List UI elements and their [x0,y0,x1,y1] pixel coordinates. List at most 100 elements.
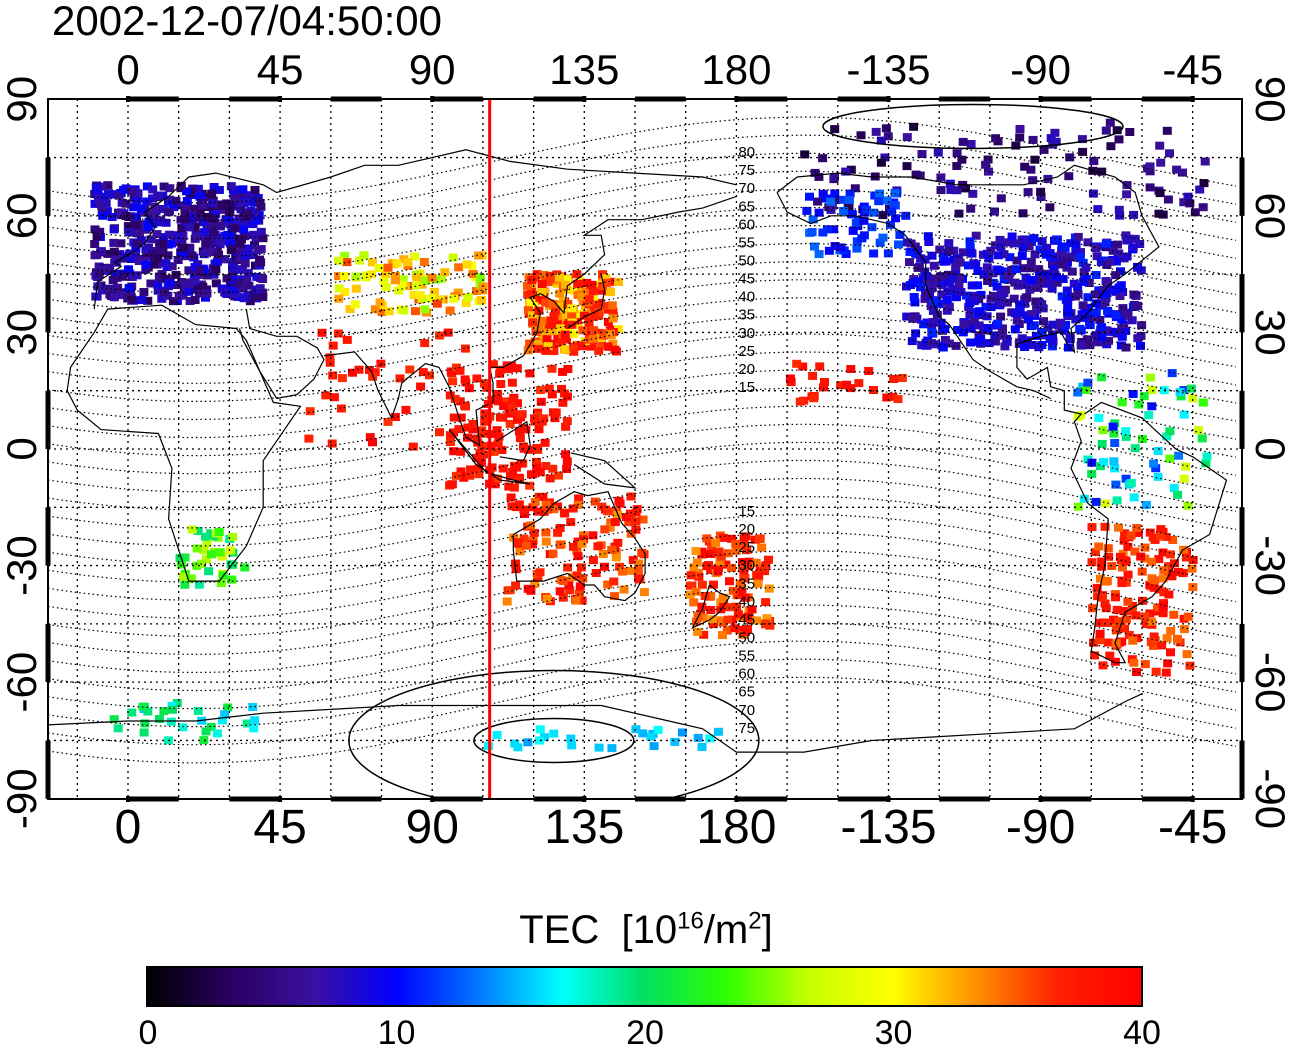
tec-cell [211,279,221,288]
tec-cell [446,367,456,376]
tec-cell [752,616,762,625]
tec-cell [560,280,570,289]
tec-cell [251,292,260,301]
tec-cell [1202,452,1212,461]
tec-cell [495,369,505,378]
tec-cell [1111,271,1121,280]
tec-cell [401,405,411,414]
tec-cell [1122,190,1132,199]
tec-cell [1025,264,1035,273]
tec-cell [188,184,198,193]
tec-cell [1165,427,1175,436]
top-axis-label: 135 [549,46,619,93]
tec-cell [425,371,434,380]
tec-cell [993,251,1003,260]
tec-cell [1100,499,1110,508]
tec-cell [1183,192,1193,201]
tec-cell [1115,211,1125,220]
contour-label: 70 [738,180,755,197]
tec-cell [699,630,709,639]
tec-cell [601,274,611,283]
tec-cell [449,294,459,303]
tec-cell [1141,500,1151,509]
tec-cell [1155,141,1165,150]
tec-cell [1106,142,1116,151]
tec-cell [798,362,808,371]
tec-cell [1067,267,1077,276]
tec-cell [429,287,439,296]
tec-cell [1156,532,1166,541]
tec-cell [589,312,599,321]
tec-cell [125,228,135,237]
tec-cell [1197,434,1207,443]
tec-cell [1113,240,1122,249]
tec-cell [1100,522,1110,531]
tec-cell [1076,341,1086,350]
tec-cell [846,365,856,373]
tec-cell [465,471,475,480]
tec-cell [739,570,749,578]
tec-cell [498,464,508,473]
tec-cell [104,286,114,295]
tec-cell [184,266,194,275]
tec-cell [530,498,540,506]
bottom-axis-label: 0 [115,801,142,854]
tec-cell [474,470,484,479]
tec-cell [527,287,537,296]
tec-cell [127,187,137,196]
tec-cell [1002,238,1012,247]
tec-cell [572,571,582,580]
tec-cell [127,708,137,717]
tec-cell [990,241,1000,250]
tec-cell [409,291,419,299]
tec-cell [829,225,839,234]
tec-cell [217,552,227,561]
tec-cell [119,185,129,194]
tec-cell [718,593,728,602]
tec-cell [708,615,718,624]
tec-cell [1083,238,1093,247]
tec-cell [193,184,203,193]
tec-cell [986,294,996,303]
tec-cell [567,741,577,750]
tec-cell [199,736,209,745]
tec-cell [595,298,605,307]
tec-cell [550,414,560,423]
tec-cell [966,204,976,213]
tec-cell [150,202,160,211]
tec-cell [174,201,184,210]
tec-cell [157,294,167,303]
tec-cell [1130,444,1140,453]
tec-cell [600,562,609,571]
tec-cell [237,245,247,254]
tec-cell [1120,529,1130,538]
tec-cell [543,278,553,287]
tec-cell [1018,243,1028,252]
tec-cell [1031,331,1041,340]
tec-cell [334,284,344,293]
tec-cell [864,367,874,375]
tec-cell [109,225,119,234]
coastlines [48,149,1228,753]
tec-cell [237,265,247,274]
tec-cell [248,703,258,711]
tec-cell [1034,265,1044,274]
tec-cell [228,532,238,541]
tec-cell [174,291,184,300]
tec-cell [1007,232,1017,241]
tec-cell [1121,231,1131,240]
top-axis-label: 45 [257,46,304,93]
tec-cell [1129,658,1139,667]
tec-cell [96,247,106,256]
tec-cell [173,256,183,264]
tec-cell [513,538,522,547]
tec-cell [573,552,583,561]
tec-cell [231,194,240,203]
tec-cell [957,155,967,164]
tec-cell [248,230,258,239]
colorbar-tick-label: 10 [377,1014,416,1052]
tec-cell [1039,145,1049,154]
tec-cell [1153,447,1163,455]
tec-cell [1048,260,1057,269]
tec-cell [1111,593,1120,602]
